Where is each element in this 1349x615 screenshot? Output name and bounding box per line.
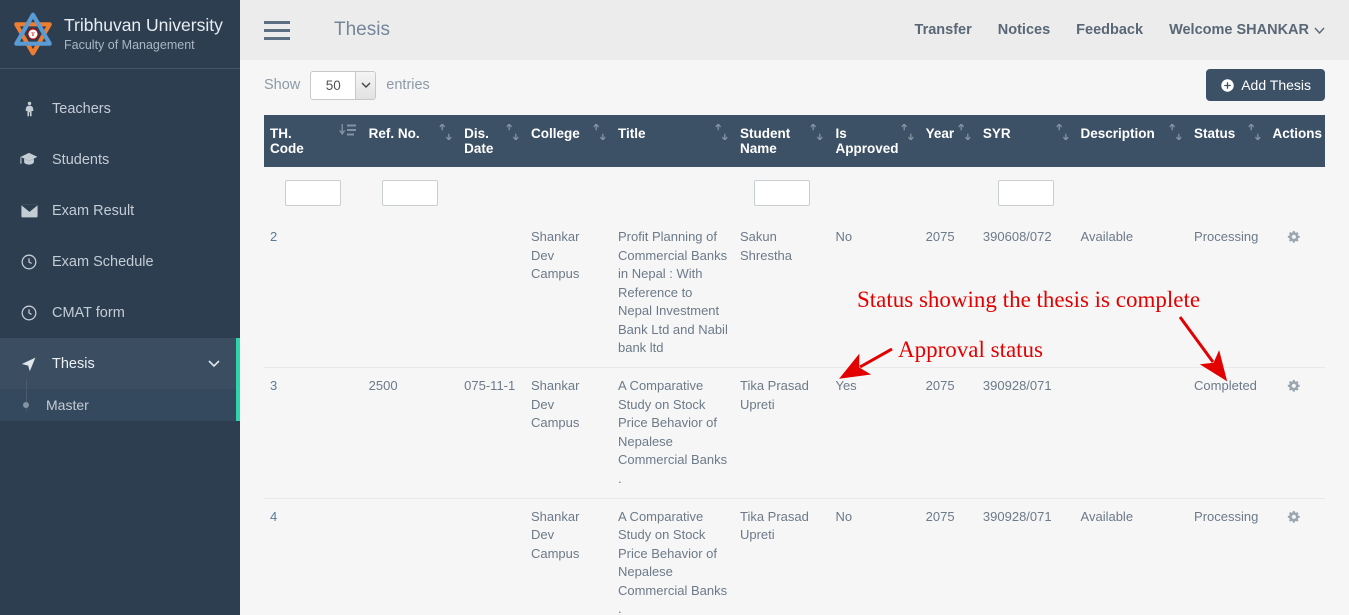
svg-text:T: T	[31, 32, 35, 38]
